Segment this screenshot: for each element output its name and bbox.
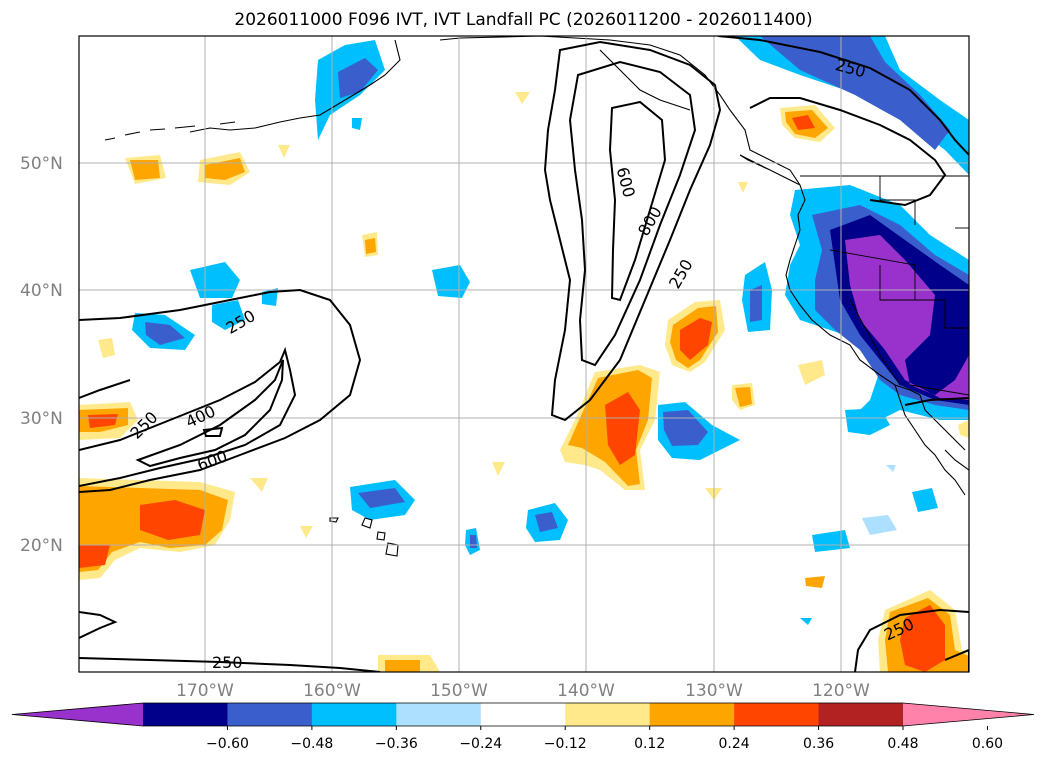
lat-label: 30°N: [20, 409, 63, 429]
colorbar-tick-label: −0.36: [375, 736, 418, 752]
map-title: 2026011000 F096 IVT, IVT Landfall PC (20…: [234, 10, 813, 30]
colorbar-segment: [818, 703, 904, 726]
lat-label: 40°N: [20, 281, 63, 301]
contour-250-mid: [543, 40, 722, 422]
lat-label: 20°N: [20, 536, 63, 556]
colorbar-segment: [311, 703, 397, 726]
gridlines: [79, 36, 969, 672]
colorbar-tick-label: 0.36: [803, 736, 834, 752]
lon-label: 170°W: [176, 681, 234, 701]
lon-label: 160°W: [303, 681, 361, 701]
colorbar-tick-label: 0.12: [634, 736, 665, 752]
colorbar-tick-label: 0.48: [887, 736, 918, 752]
colorbar-outline: [11, 702, 1035, 727]
political-boundaries: [800, 175, 969, 396]
coastlines: [104, 36, 969, 557]
lon-label: 140°W: [557, 681, 615, 701]
colorbar-segment: [227, 703, 313, 726]
colorbar-segment: [143, 703, 228, 726]
map-frame: [78, 35, 970, 673]
contour-label: 250: [212, 653, 243, 672]
colorbar-segment: [480, 703, 566, 726]
colorbar-tick-label: −0.60: [206, 736, 249, 752]
contour-250-ne: [717, 36, 969, 156]
longitude-labels: 170°W 160°W 150°W 140°W 130°W 120°W: [176, 681, 870, 701]
colorbar-extension-max: [903, 703, 1034, 726]
ivt-contours: [79, 36, 969, 672]
colorbar-tick-label: −0.12: [544, 736, 587, 752]
colorbar-segment: [396, 703, 482, 726]
map-area: 250 400 250 600 600 800 250 250 250 250: [79, 36, 969, 672]
colorbar-tick-label: −0.48: [290, 736, 333, 752]
colorbar-segment: [734, 703, 820, 726]
colorbar-tick-label: 0.60: [972, 736, 1003, 752]
lon-label: 150°W: [430, 681, 488, 701]
latitude-labels: 50°N 40°N 30°N 20°N: [20, 154, 63, 556]
contour-250-se: [854, 608, 969, 672]
lat-label: 50°N: [20, 154, 63, 174]
contour-400-west: [79, 346, 297, 487]
colorbar-segment: [649, 703, 735, 726]
positive-anomaly-fills: [79, 92, 969, 672]
colorbar: −0.60 −0.48 −0.36 −0.24 −0.12 0.12 0.24 0.36 0.4…: [11, 702, 1035, 752]
contour-600-mid: [568, 60, 697, 367]
colorbar-tick-label: −0.24: [459, 736, 502, 752]
lon-label: 120°W: [812, 681, 870, 701]
contour-250-bottom: [79, 657, 381, 672]
contour-600-west: [135, 359, 284, 468]
contour-250-west: [79, 288, 362, 493]
lon-label: 130°W: [685, 681, 743, 701]
colorbar-extension-min: [12, 703, 143, 726]
colorbar-segment: [565, 703, 651, 726]
contour-800-mid: [608, 100, 667, 302]
colorbar-tick-label: 0.24: [719, 736, 750, 752]
negative-anomaly-fills: [132, 36, 969, 625]
